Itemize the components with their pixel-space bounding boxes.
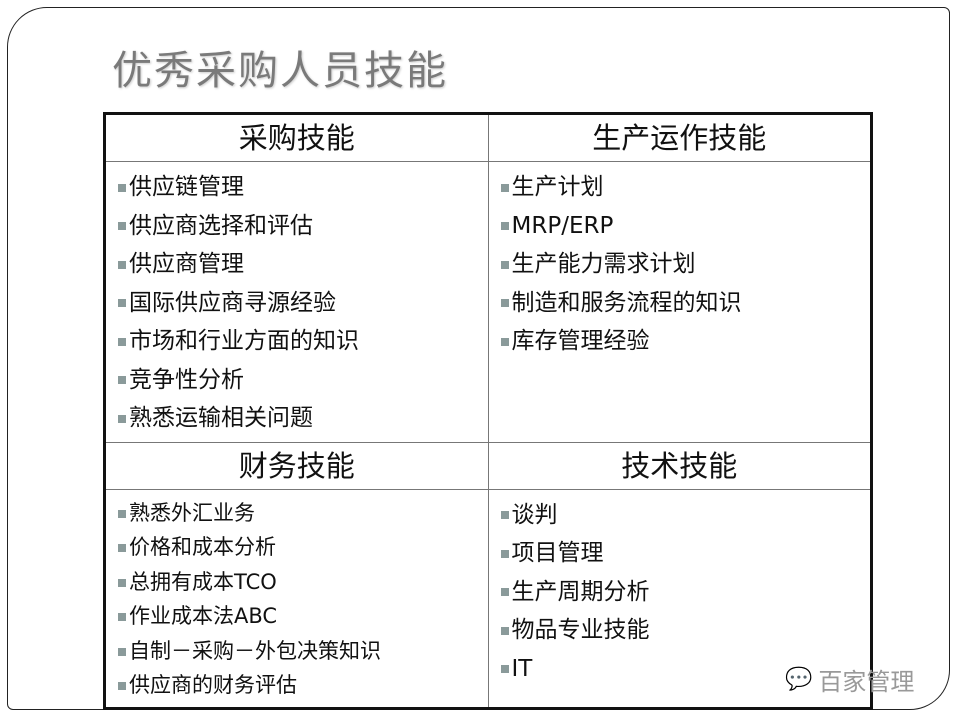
list-item-text: 供应链管理 [129, 174, 244, 200]
list-item: 供应商选择和评估 [118, 207, 488, 246]
bullet-icon [500, 549, 509, 558]
list-item: 熟悉运输相关问题 [118, 399, 488, 438]
slide-frame [7, 7, 950, 710]
list-item-text: 供应商选择和评估 [129, 212, 313, 239]
bullet-icon [500, 511, 509, 519]
section-header-production: 生产运作技能 [487, 113, 872, 162]
list-item-text: 生产计划 [511, 174, 604, 200]
list-item: 生产周期分析 [500, 573, 871, 612]
bullet-icon [118, 299, 126, 307]
list-item: 供应商的财务评估 [118, 668, 488, 703]
list-item-text: 市场和行业方面的知识 [129, 328, 359, 354]
list-item: 价格和成本分析 [118, 530, 488, 565]
bullet-icon [118, 183, 126, 192]
bullet-icon [500, 222, 509, 230]
list-item: 生产计划 [500, 168, 871, 207]
list-item: MRP/ERP [500, 207, 871, 246]
bullet-icon [500, 665, 509, 673]
bullet-icon [500, 337, 509, 346]
bullet-icon [500, 183, 509, 192]
list-item: 竞争性分析 [118, 361, 488, 400]
bullet-icon [500, 260, 509, 269]
list-item: 项目管理 [500, 534, 871, 573]
section-list-finance: 熟悉外汇业务 价格和成本分析 总拥有成本TCO 作业成本法ABC 自制－采购－外包决策知… [104, 488, 489, 709]
list-item: 制造和服务流程的知识 [500, 284, 871, 323]
list-item: 国际供应商寻源经验 [118, 284, 488, 323]
bullet-icon [118, 260, 126, 269]
list-item-text: 国际供应商寻源经验 [129, 289, 336, 316]
slide-title: 优秀采购人员技能 [112, 48, 448, 94]
section-list-technical: 谈判项目管理生产周期分析 物品专业技能 IT [487, 488, 872, 709]
section-header-technical: 技术技能 [487, 441, 872, 490]
list-item: 谈判 [500, 496, 871, 535]
bullet-icon [118, 682, 126, 690]
bullet-icon [118, 414, 126, 423]
section-header-finance: 财务技能 [104, 441, 489, 490]
list-item-text: 熟悉外汇业务 [129, 500, 255, 525]
list-item-text: 项目管理 [511, 540, 604, 566]
bullet-icon [118, 578, 126, 587]
list-item: 库存管理经验 [500, 322, 871, 361]
bullet-icon [118, 376, 126, 384]
list-item: 物品专业技能 [500, 611, 871, 650]
list-item: 生产能力需求计划 [500, 245, 871, 284]
list-item-text: 物品专业技能 [511, 617, 650, 643]
bullet-icon [118, 222, 126, 230]
bullet-icon [118, 337, 126, 346]
bullet-icon [500, 588, 509, 596]
skills-table: 采购技能 生产运作技能 供应链管理供应商选择和评估 供应商管理国际供应商寻源经验市… [103, 112, 873, 710]
list-item: 市场和行业方面的知识 [118, 322, 488, 361]
watermark-text: 百家管理 [818, 668, 915, 696]
list-item-text: 总拥有成本TCO [129, 569, 277, 594]
list-item-text: 库存管理经验 [511, 328, 650, 354]
list-item-text: 生产能力需求计划 [511, 251, 696, 277]
list-item-text: 供应商管理 [129, 251, 244, 277]
list-item-text: 竞争性分析 [129, 366, 244, 393]
list-item: 供应商管理 [118, 245, 488, 284]
list-item-text: 作业成本法ABC [129, 604, 278, 628]
list-item-text: 供应商的财务评估 [129, 673, 297, 697]
list-item-text: IT [511, 655, 533, 682]
list-item: IT [500, 650, 871, 689]
list-item: 总拥有成本TCO [118, 565, 488, 600]
list-item-text: 自制－采购－外包决策知识 [129, 638, 381, 663]
list-item-text: 谈判 [511, 501, 558, 528]
section-list-production: 生产计划 MRP/ERP 生产能力需求计划制造和服务流程的知识 库存管理经验 [487, 161, 872, 443]
wechat-icon: 💬 [785, 667, 813, 692]
bullet-icon [118, 613, 126, 621]
list-item-text: 制造和服务流程的知识 [511, 289, 742, 316]
bullet-icon [118, 544, 126, 552]
section-list-purchasing: 供应链管理供应商选择和评估 供应商管理国际供应商寻源经验 市场和行业方面的知识 竞争性… [104, 161, 489, 443]
list-item: 自制－采购－外包决策知识 [118, 634, 488, 669]
list-item-text: 熟悉运输相关问题 [129, 405, 313, 431]
list-item-text: 生产周期分析 [511, 578, 650, 605]
bullet-icon [500, 299, 509, 307]
list-item: 供应链管理 [118, 168, 488, 207]
watermark: 💬 百家管理 [785, 662, 914, 697]
list-item: 熟悉外汇业务 [118, 496, 488, 531]
bullet-icon [500, 626, 509, 635]
bullet-icon [118, 509, 126, 518]
list-item: 作业成本法ABC [118, 599, 488, 634]
section-header-purchasing: 采购技能 [104, 113, 489, 162]
list-item-text: MRP/ERP [511, 212, 614, 239]
bullet-icon [118, 647, 126, 656]
list-item-text: 价格和成本分析 [129, 535, 276, 559]
